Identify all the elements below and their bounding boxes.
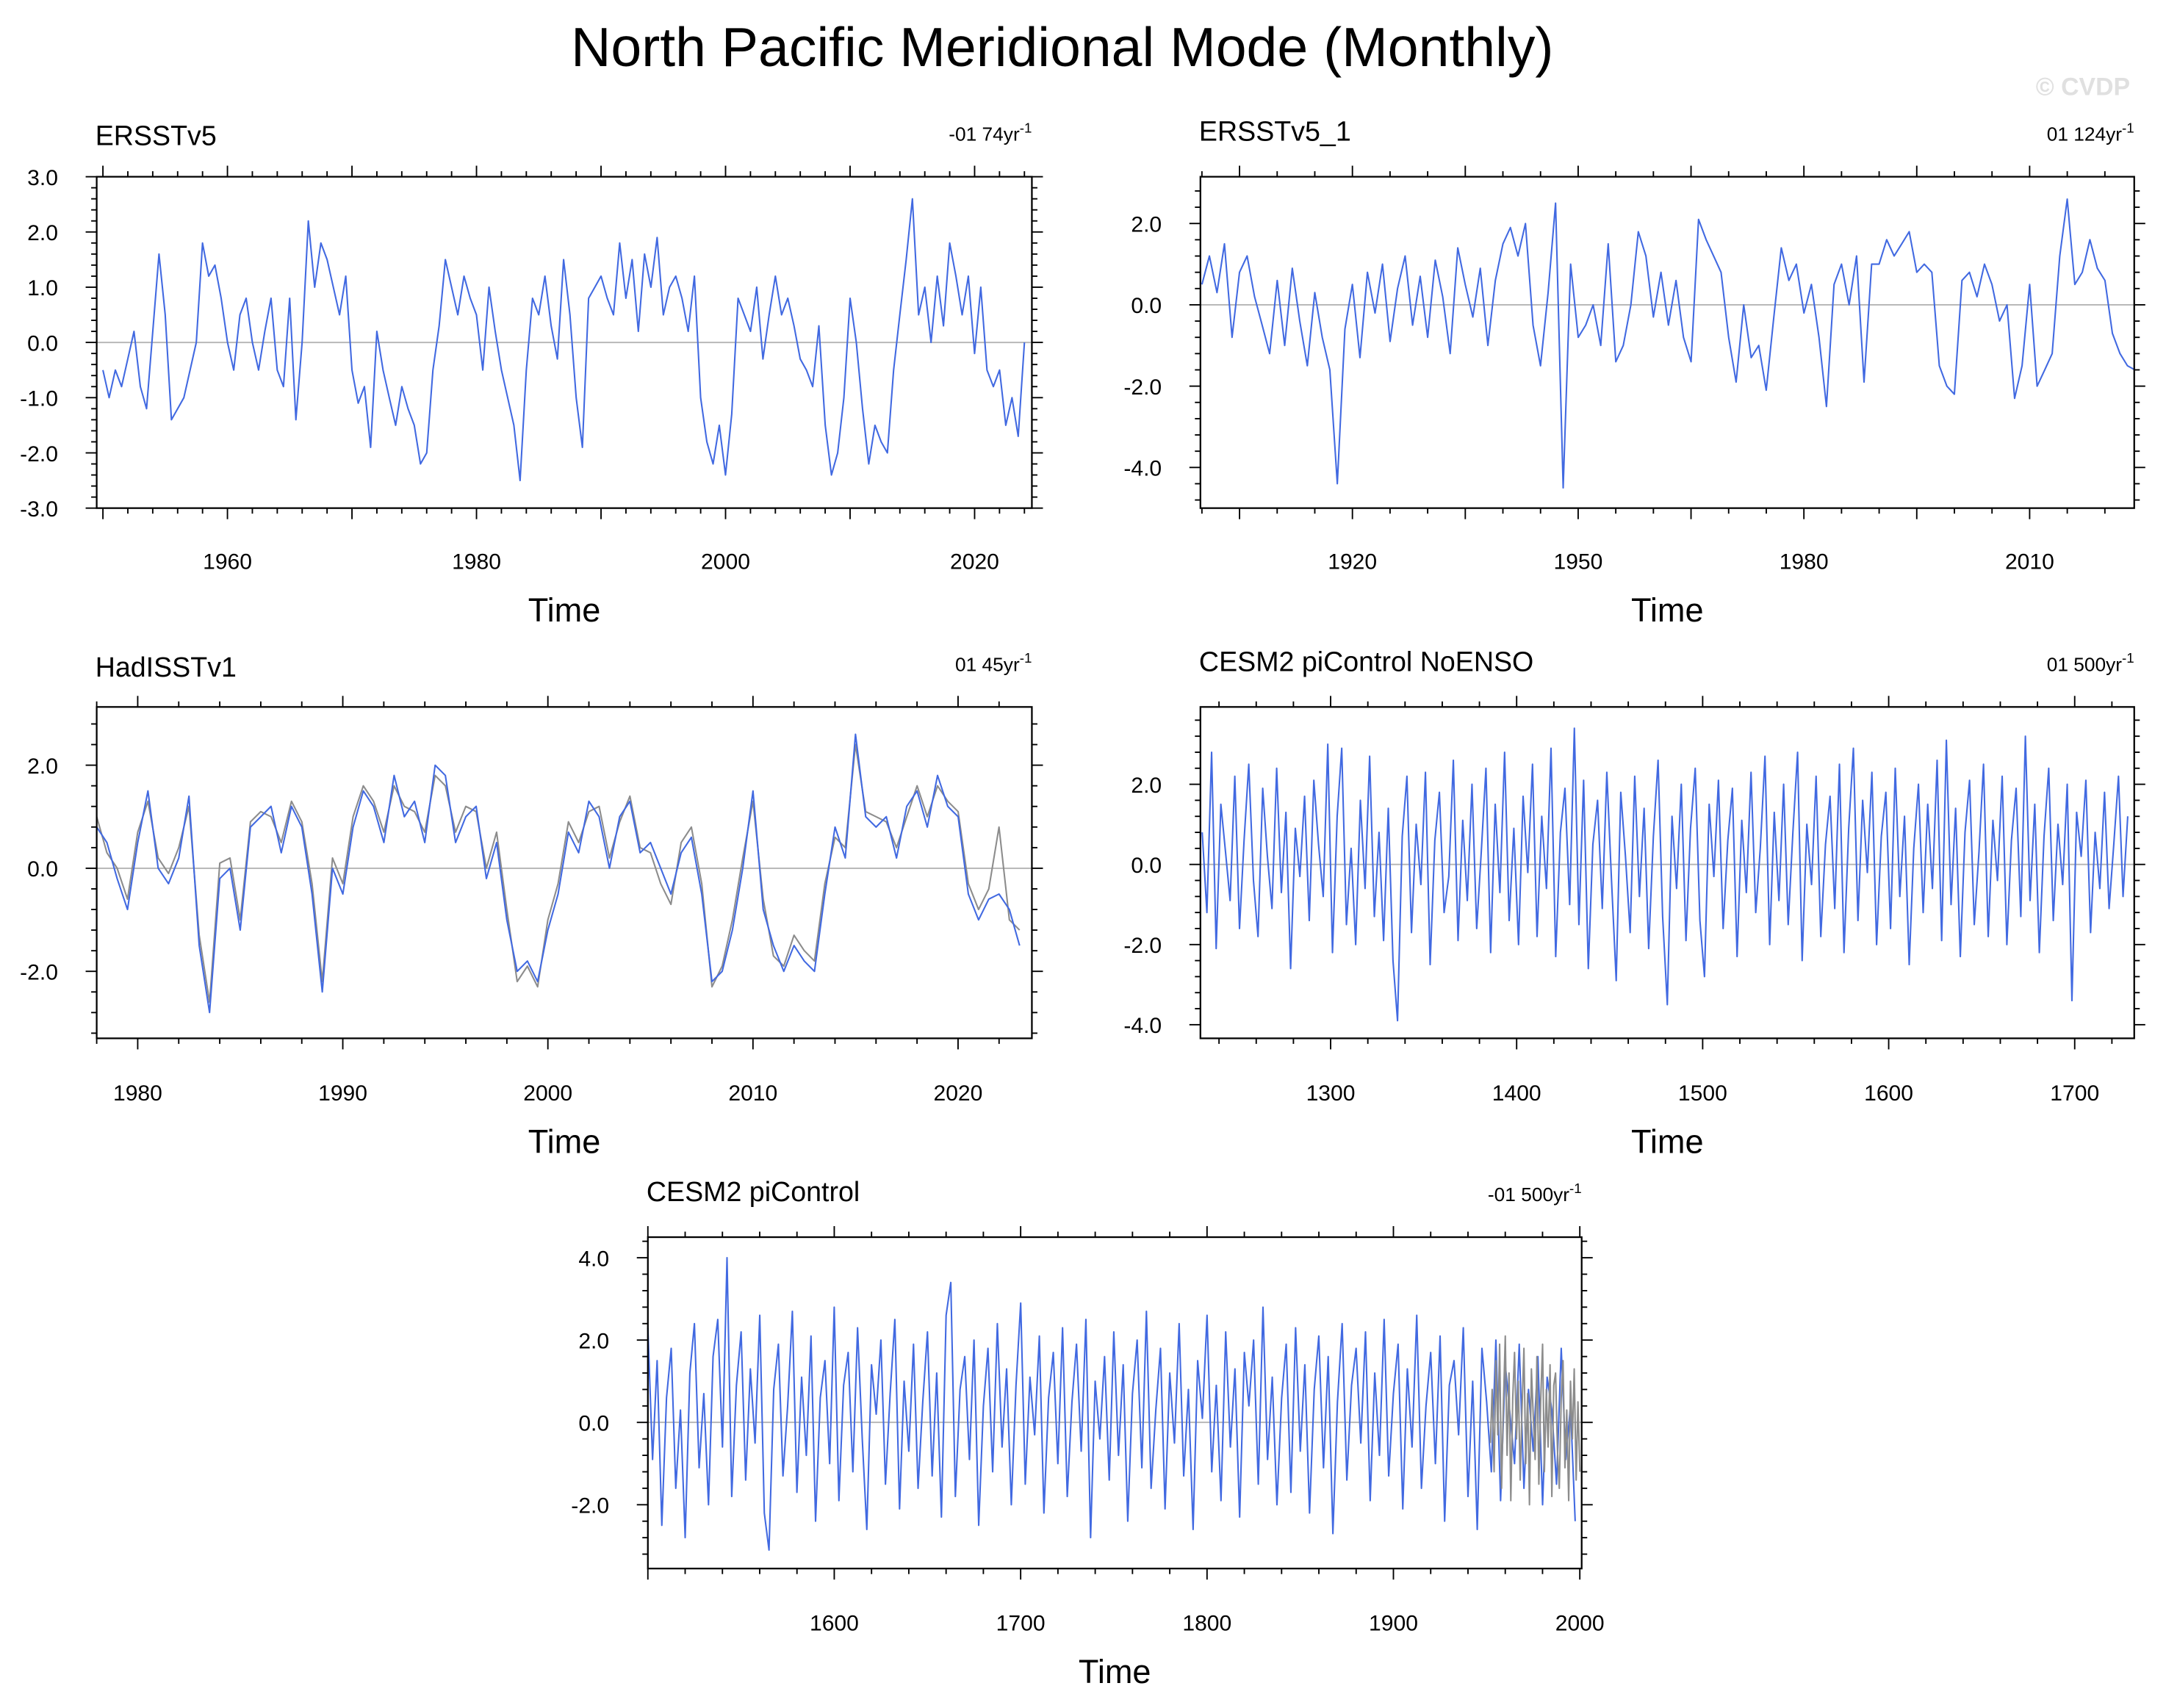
y-tick-label: 0.0	[1131, 854, 1162, 878]
x-tick-label: 1600	[810, 1612, 859, 1636]
y-tick-label: 2.0	[27, 754, 58, 779]
series-line-1	[1201, 727, 2129, 1022]
y-tick-label: -2.0	[1123, 934, 1162, 958]
x-tick-label: 1960	[203, 549, 252, 574]
y-tick-label: -2.0	[20, 442, 58, 466]
x-axis-label: Time	[1079, 1653, 1151, 1690]
x-tick-label: 1920	[1328, 549, 1377, 574]
panel-1: ERSSTv5 -01 74yr-1 1960 1980 2000 2020 3.0 2.0 1…	[20, 120, 1043, 629]
y-tick-label: -2.0	[571, 1494, 609, 1518]
trend-unit-superscript: -1	[1020, 650, 1032, 666]
x-tick-label: 2000	[523, 1081, 572, 1106]
x-tick-label: 1980	[452, 549, 501, 574]
y-tick-label: -2.0	[1123, 375, 1162, 400]
panel-title: CESM2 piControl NoENSO	[1199, 646, 1533, 677]
plot-frame	[647, 1236, 1583, 1570]
series-line-2	[96, 733, 1021, 1014]
trend-value: 01 45yr	[955, 653, 1020, 675]
x-tick-label: 2000	[701, 549, 750, 574]
trend-unit-superscript: -1	[1569, 1181, 1582, 1196]
panel-2: ERSSTv5_1 01 124yr-1 1920 1950 1980 2010 2.0 0.…	[1123, 116, 2145, 629]
x-axis-label: Time	[528, 1123, 601, 1160]
x-tick-label: 1700	[2050, 1081, 2099, 1106]
x-tick-label: 1990	[318, 1081, 367, 1106]
panel-title: CESM2 piControl	[647, 1176, 860, 1207]
y-tick-label: 2.0	[1131, 213, 1162, 237]
y-tick-label: 0.0	[27, 857, 58, 882]
x-axis-label: Time	[1631, 1123, 1704, 1160]
y-tick-label: 2.0	[27, 221, 58, 245]
trend-unit-superscript: -1	[2122, 120, 2134, 135]
x-axis-label: Time	[528, 591, 601, 629]
panel-5: CESM2 piControl -01 500yr-1 1600 1700 1800 19…	[571, 1176, 1604, 1690]
trend-value: 01 124yr	[2047, 123, 2123, 145]
x-tick-label: 1900	[1369, 1612, 1418, 1636]
x-tick-label: 1600	[1864, 1081, 1913, 1106]
x-tick-label: 2000	[1555, 1612, 1605, 1636]
y-tick-label: 0.0	[578, 1412, 609, 1436]
y-tick-label: 2.0	[1131, 774, 1162, 798]
y-tick-label: 2.0	[578, 1329, 609, 1353]
y-tick-label: 3.0	[27, 166, 58, 190]
y-tick-label: 0.0	[1131, 294, 1162, 318]
x-tick-label: 1500	[1678, 1081, 1727, 1106]
x-tick-label: 2020	[950, 549, 999, 574]
panel-title: ERSSTv5	[96, 120, 217, 151]
panel-title: ERSSTv5_1	[1199, 116, 1351, 147]
x-tick-label: 1300	[1306, 1081, 1356, 1106]
x-tick-label: 1400	[1492, 1081, 1541, 1106]
trend-label: 01 124yr-1	[2047, 120, 2134, 145]
trend-value: -01 74yr	[949, 123, 1020, 145]
series-line-1	[1201, 198, 2136, 489]
trend-label: -01 74yr-1	[949, 120, 1032, 145]
panel-title: HadISSTv1	[96, 652, 237, 682]
x-tick-label: 2020	[933, 1081, 982, 1106]
x-tick-label: 1700	[996, 1612, 1046, 1636]
figure-title: North Pacific Meridional Mode (Monthly)	[571, 16, 1553, 78]
series-line-1	[102, 198, 1026, 482]
plot-frame	[96, 706, 1033, 1039]
y-tick-label: 1.0	[27, 276, 58, 300]
x-tick-label: 1980	[1780, 549, 1829, 574]
plot-frame	[1199, 706, 2135, 1039]
x-tick-label: 1980	[113, 1081, 162, 1106]
y-tick-label: 0.0	[27, 331, 58, 356]
x-tick-label: 1800	[1182, 1612, 1231, 1636]
series-line-1	[647, 1257, 1576, 1552]
panel-3: HadISSTv1 01 45yr-1 1980 1990 2000 2010 2020 2.…	[20, 650, 1043, 1160]
series-line-1	[96, 743, 1021, 1003]
y-tick-label: -4.0	[1123, 457, 1162, 481]
y-tick-label: -3.0	[20, 497, 58, 522]
y-tick-label: -1.0	[20, 387, 58, 411]
trend-value: -01 500yr	[1488, 1183, 1569, 1206]
x-tick-label: 2010	[728, 1081, 777, 1106]
trend-unit-superscript: -1	[1020, 120, 1032, 135]
x-tick-label: 2010	[2005, 549, 2054, 574]
series-line-2	[1489, 1335, 1581, 1506]
trend-label: 01 45yr-1	[955, 650, 1032, 675]
cvdp-watermark: © CVDP	[2036, 73, 2130, 101]
y-tick-label: 4.0	[578, 1247, 609, 1271]
y-tick-label: -4.0	[1123, 1014, 1162, 1038]
plot-frame	[1199, 176, 2135, 509]
trend-unit-superscript: -1	[2122, 650, 2134, 666]
trend-value: 01 500yr	[2047, 653, 2123, 675]
x-tick-label: 1950	[1553, 549, 1602, 574]
y-tick-label: -2.0	[20, 961, 58, 985]
trend-label: -01 500yr-1	[1488, 1181, 1582, 1206]
trend-label: 01 500yr-1	[2047, 650, 2134, 675]
x-axis-label: Time	[1631, 591, 1704, 629]
panel-4: CESM2 piControl NoENSO 01 500yr-1 1300 1400…	[1123, 646, 2145, 1160]
